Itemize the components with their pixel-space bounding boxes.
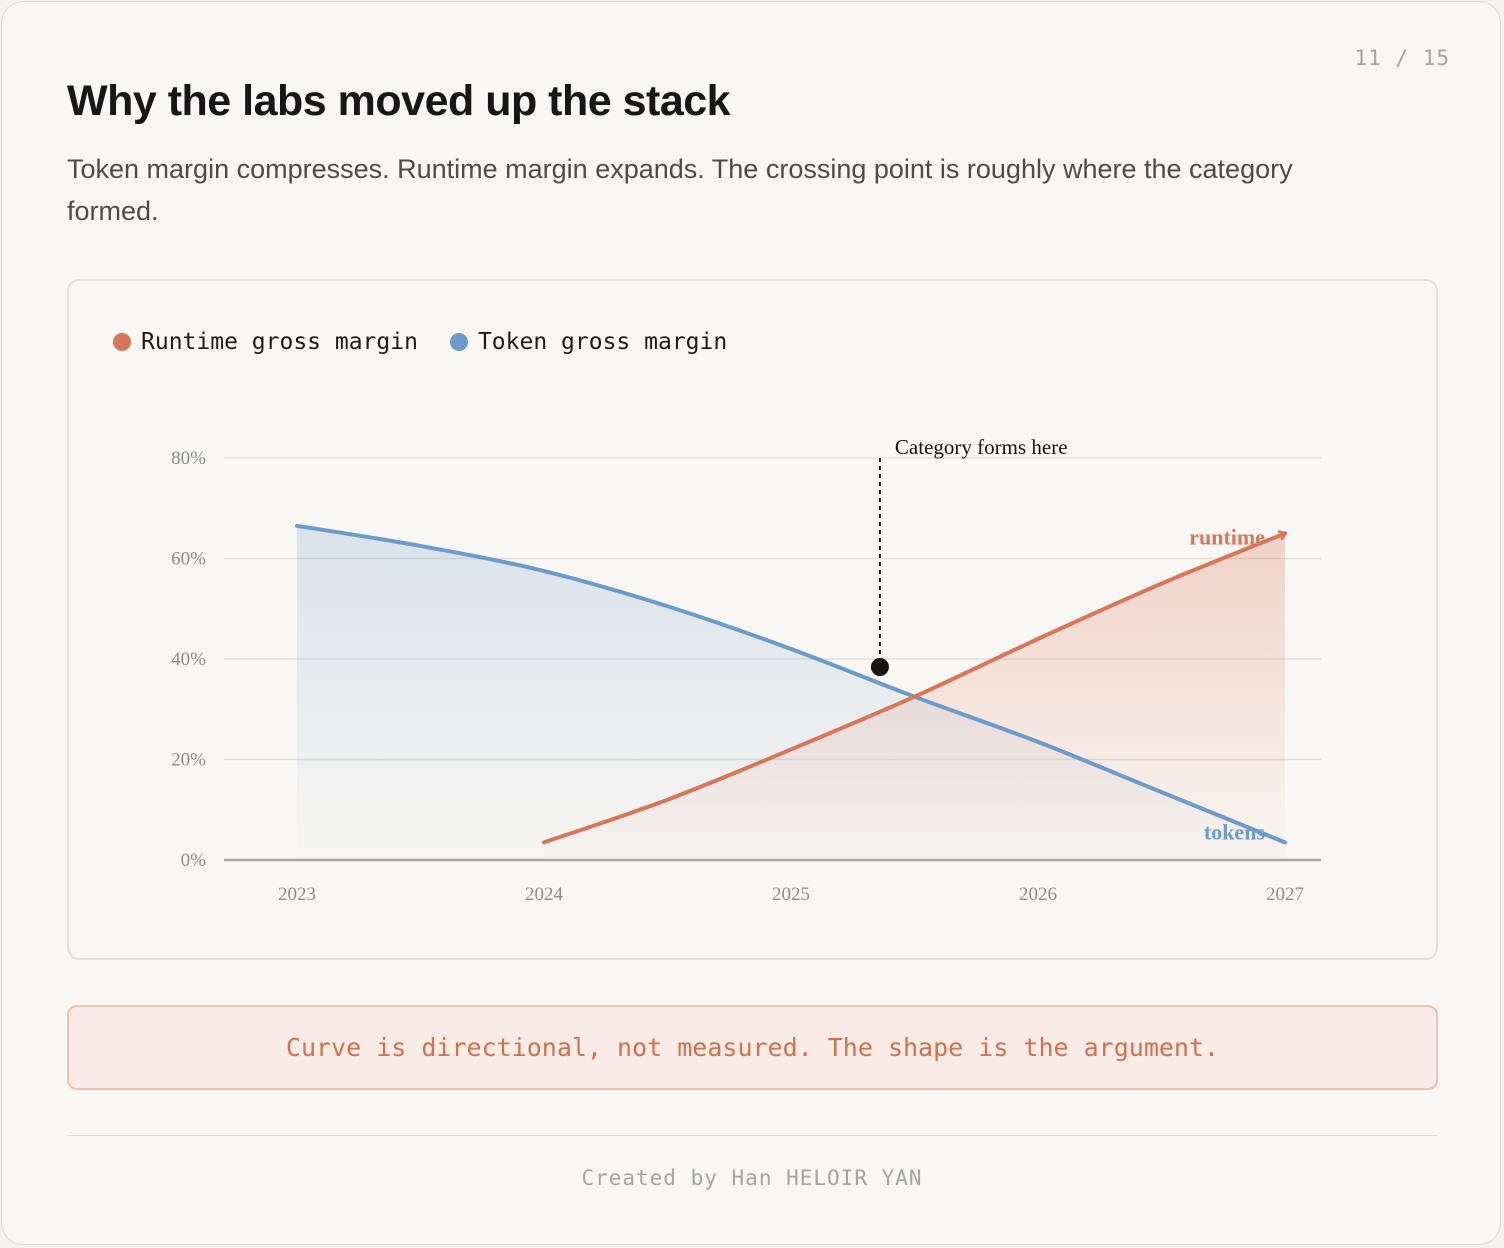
chart-legend: Runtime gross margin Token gross margin bbox=[113, 329, 759, 355]
x-tick-label: 2027 bbox=[1266, 884, 1304, 905]
x-tick-label: 2025 bbox=[772, 884, 810, 905]
runtime-end-label: runtime bbox=[1189, 524, 1265, 549]
annotation-label: Category forms here bbox=[895, 435, 1068, 459]
page-title: Why the labs moved up the stack bbox=[67, 77, 731, 125]
tokens-end-label: tokens bbox=[1204, 819, 1266, 844]
annotation-dot bbox=[870, 658, 889, 676]
page-subtitle: Token margin compresses. Runtime margin … bbox=[67, 154, 1293, 226]
legend-label-tokens: Token gross margin bbox=[477, 329, 728, 355]
y-tick-label: 60% bbox=[171, 549, 206, 570]
runtime-line bbox=[542, 533, 1285, 845]
x-tick-label: 2023 bbox=[278, 884, 316, 905]
legend-item-runtime: Runtime gross margin bbox=[113, 329, 418, 355]
chart-card: Runtime gross margin Token gross margin … bbox=[67, 279, 1438, 960]
tokens-line bbox=[295, 523, 1287, 845]
disclaimer-note: Curve is directional, not measured. The … bbox=[67, 1005, 1438, 1090]
legend-label-runtime: Runtime gross margin bbox=[141, 329, 418, 355]
margin-chart: 0% 20% 40% 60% 80% 2023 2024 2025 2026 2027 Catego… bbox=[171, 435, 1321, 905]
footer-credit: Created by Han HELOIR YAN bbox=[581, 1166, 923, 1190]
y-tick-label: 20% bbox=[171, 750, 206, 771]
x-tick-label: 2024 bbox=[525, 884, 564, 905]
legend-item-tokens: Token gross margin bbox=[449, 329, 728, 355]
y-tick-label: 0% bbox=[181, 850, 207, 871]
x-tick-label: 2026 bbox=[1019, 884, 1057, 905]
y-tick-label: 80% bbox=[171, 448, 206, 469]
y-tick-label: 40% bbox=[171, 649, 206, 670]
footer-divider bbox=[67, 1135, 1438, 1136]
page-counter: 11 / 15 bbox=[1354, 46, 1450, 70]
legend-dot-runtime bbox=[113, 333, 131, 351]
legend-dot-tokens bbox=[449, 333, 468, 351]
